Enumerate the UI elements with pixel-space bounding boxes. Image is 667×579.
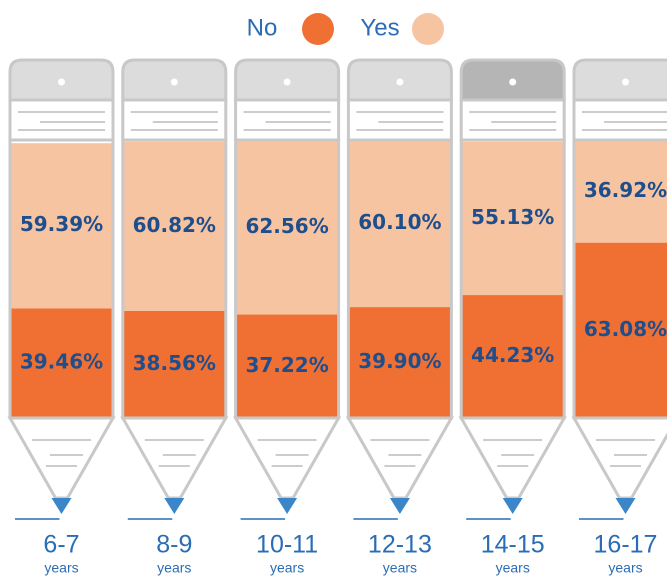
bar-segment: [574, 140, 667, 243]
cap-dot: [622, 78, 629, 86]
value-label: 36.92%: [584, 178, 667, 202]
bar-segment: [10, 143, 113, 309]
value-label: 44.23%: [471, 343, 554, 367]
x-unit-label: years: [496, 560, 530, 576]
bar-segment: [348, 140, 452, 308]
tip-point: [51, 498, 72, 514]
value-label: 60.82%: [133, 213, 216, 237]
value-label: 62.56%: [245, 214, 328, 238]
value-label: 38.56%: [133, 351, 216, 375]
tip-point: [277, 498, 298, 514]
tube-band: [459, 98, 566, 142]
x-unit-label: years: [383, 560, 417, 576]
tip-point: [164, 498, 185, 514]
value-label: 59.39%: [20, 212, 103, 236]
legend-swatch: [412, 13, 444, 45]
bar-segment: [122, 310, 226, 418]
x-unit-label: years: [608, 560, 642, 576]
value-label: 37.22%: [245, 353, 328, 377]
value-label: 39.90%: [358, 349, 441, 373]
bar-segment: [235, 314, 339, 418]
x-tick-label: 6-7: [43, 531, 79, 559]
bar-segment: [461, 295, 565, 418]
x-tick-label: 12-13: [368, 531, 432, 559]
bar-segment: [461, 141, 565, 296]
bar-segment: [122, 141, 226, 311]
cap-dot: [58, 78, 65, 86]
cap-dot: [509, 78, 517, 86]
bar-segment: [235, 140, 339, 315]
x-tick-label: 10-11: [256, 531, 318, 559]
cap-dot: [396, 78, 404, 86]
cap-dot: [170, 78, 178, 86]
x-tick-label: 8-9: [156, 531, 192, 559]
tube-tip: [345, 416, 454, 500]
tube-tip: [571, 416, 667, 500]
legend-swatch: [302, 13, 334, 45]
tube-band: [346, 98, 453, 142]
tube-tip: [233, 416, 342, 500]
legend-label: Yes: [360, 14, 399, 41]
tube-tip: [7, 416, 116, 500]
legend-label: No: [247, 14, 278, 41]
tip-point: [615, 498, 636, 514]
x-unit-label: years: [270, 560, 304, 576]
cap-dot: [283, 78, 291, 86]
value-label: 60.10%: [358, 210, 441, 234]
tube-tip: [120, 416, 229, 500]
tip-point: [502, 498, 523, 514]
tube-band: [121, 98, 228, 142]
value-label: 39.46%: [20, 350, 103, 374]
bar-segment: [10, 308, 113, 418]
tube-band: [572, 98, 667, 142]
x-unit-label: years: [157, 560, 191, 576]
x-tick-label: 16-17: [594, 531, 658, 559]
tube-cap: [572, 58, 667, 102]
tube-band: [8, 98, 115, 142]
tube-band: [234, 98, 341, 142]
bar-segment: [574, 242, 667, 418]
tube-tip: [458, 416, 567, 500]
value-label: 63.08%: [584, 317, 667, 341]
x-tick-label: 14-15: [481, 531, 545, 559]
tip-point: [389, 498, 410, 514]
value-label: 55.13%: [471, 205, 554, 229]
bar-segment: [348, 307, 452, 418]
x-unit-label: years: [44, 560, 78, 576]
